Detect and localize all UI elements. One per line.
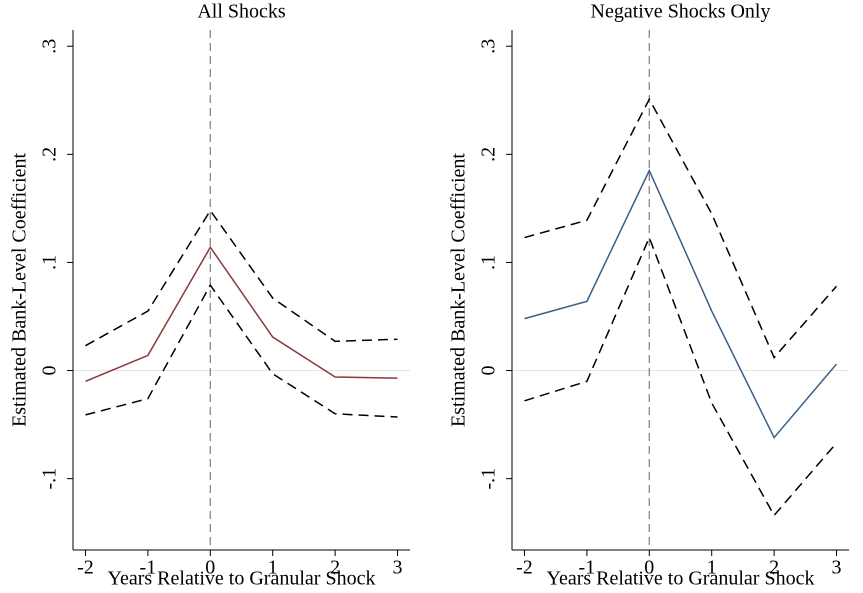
y-tick-label: .3 <box>478 39 500 54</box>
x-axis-label: Years Relative to Granular Shock <box>108 568 376 590</box>
y-axis-label: Estimated Bank-Level Coefficient <box>448 153 470 427</box>
x-tick-label: -1 <box>579 557 596 579</box>
x-tick-label: 3 <box>832 557 842 579</box>
x-tick-label: 0 <box>644 557 654 579</box>
x-tick-label: 1 <box>707 557 717 579</box>
y-tick-label: .1 <box>478 255 500 270</box>
estimate-line <box>524 168 838 439</box>
x-tick-label: 3 <box>393 557 403 579</box>
y-tick-label: -.1 <box>39 468 61 490</box>
y-tick-label: -.1 <box>478 468 500 490</box>
x-tick-label: -2 <box>77 557 94 579</box>
x-tick-label: 0 <box>205 557 215 579</box>
confidence-band-line <box>524 97 838 359</box>
y-tick-label: 0 <box>478 366 500 376</box>
chart-title: Negative Shocks Only <box>591 1 771 23</box>
x-tick-label: 2 <box>330 557 340 579</box>
confidence-band-line <box>85 209 398 347</box>
x-tick-label: 1 <box>268 557 278 579</box>
x-tick-label: -1 <box>140 557 157 579</box>
x-tick-label: 2 <box>769 557 779 579</box>
confidence-band-line <box>85 283 398 418</box>
y-tick-label: .3 <box>39 39 61 54</box>
y-tick-label: .2 <box>478 147 500 162</box>
y-tick-label: 0 <box>39 366 61 376</box>
y-axis-label: Estimated Bank-Level Coefficient <box>9 153 31 427</box>
chart-title: All Shocks <box>197 1 286 23</box>
y-tick-label: .1 <box>39 255 61 270</box>
x-tick-label: -2 <box>516 557 533 579</box>
confidence-band-line <box>524 235 838 517</box>
y-tick-label: .2 <box>39 147 61 162</box>
x-axis-label: Years Relative to Granular Shock <box>547 568 815 590</box>
estimate-line <box>85 245 398 383</box>
